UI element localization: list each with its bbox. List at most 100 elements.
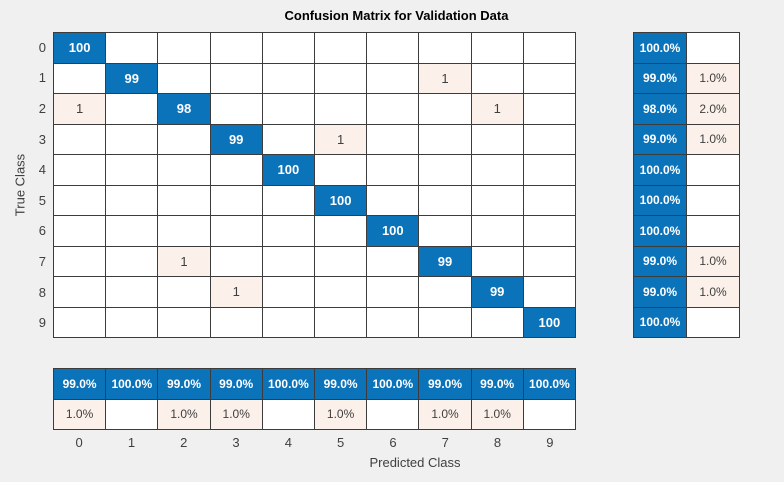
- confusion-matrix-grid: 100 99 1 1 98 1 99 1 100 100 100 1 99 1 99 100: [53, 32, 576, 338]
- matrix-cell-2-5: [315, 94, 367, 124]
- matrix-cell-9-9: 100: [523, 307, 575, 337]
- matrix-cell-7-9: [523, 246, 575, 276]
- y-tick-9: 9: [38, 315, 46, 331]
- matrix-cell-6-7: [419, 216, 471, 246]
- matrix-cell-0-9: [523, 33, 575, 63]
- matrix-cell-7-3: [210, 246, 262, 276]
- col-summary-correct-8: 99.0%: [471, 369, 523, 399]
- matrix-cell-4-8: [471, 155, 523, 185]
- matrix-cell-9-8: [471, 307, 523, 337]
- matrix-cell-4-9: [523, 155, 575, 185]
- matrix-cell-5-8: [471, 185, 523, 215]
- matrix-cell-4-3: [210, 155, 262, 185]
- matrix-cell-7-1: [106, 246, 158, 276]
- matrix-cell-7-6: [367, 246, 419, 276]
- matrix-cell-5-9: [523, 185, 575, 215]
- y-tick-4: 4: [38, 162, 46, 178]
- matrix-cell-1-9: [523, 63, 575, 93]
- matrix-cell-9-1: [106, 307, 158, 337]
- col-summary-incorrect-3: 1.0%: [210, 399, 262, 429]
- col-summary-correct-2: 99.0%: [158, 369, 210, 399]
- matrix-cell-3-2: [158, 124, 210, 154]
- matrix-cell-4-2: [158, 155, 210, 185]
- row-summary-incorrect-1: 1.0%: [687, 63, 739, 93]
- matrix-cell-5-7: [419, 185, 471, 215]
- x-axis-ticks: 0 1 2 3 4 5 6 7 8 9: [53, 433, 576, 451]
- matrix-cell-1-0: [54, 63, 106, 93]
- matrix-cell-2-9: [523, 94, 575, 124]
- matrix-cell-0-1: [106, 33, 158, 63]
- x-axis-label: Predicted Class: [369, 455, 461, 470]
- x-tick-4: 4: [284, 434, 292, 450]
- matrix-cell-1-5: [315, 63, 367, 93]
- row-summary-incorrect-0: [687, 33, 739, 63]
- matrix-cell-8-8: 99: [471, 277, 523, 307]
- x-tick-8: 8: [493, 434, 502, 450]
- x-tick-2: 2: [180, 434, 188, 450]
- matrix-cell-2-3: [210, 94, 262, 124]
- y-tick-1: 1: [38, 70, 46, 86]
- matrix-cell-1-2: [158, 63, 210, 93]
- matrix-cell-6-6: 100: [367, 216, 419, 246]
- matrix-cell-6-9: [523, 216, 575, 246]
- matrix-cell-1-1: 99: [106, 63, 158, 93]
- col-summary-correct-3: 99.0%: [210, 369, 262, 399]
- matrix-cell-6-2: [158, 216, 210, 246]
- y-tick-0: 0: [38, 39, 46, 55]
- col-summary-correct-7: 99.0%: [419, 369, 471, 399]
- matrix-cell-2-7: [419, 94, 471, 124]
- matrix-cell-3-5: 1: [315, 124, 367, 154]
- col-summary-incorrect-2: 1.0%: [158, 399, 210, 429]
- matrix-cell-9-4: [262, 307, 314, 337]
- matrix-cell-1-7: 1: [419, 63, 471, 93]
- row-summary-correct-4: 100.0%: [634, 155, 686, 185]
- matrix-cell-8-6: [367, 277, 419, 307]
- matrix-cell-5-3: [210, 185, 262, 215]
- matrix-cell-5-6: [367, 185, 419, 215]
- matrix-cell-0-0: 100: [54, 33, 106, 63]
- matrix-cell-5-2: [158, 185, 210, 215]
- matrix-cell-4-7: [419, 155, 471, 185]
- column-summary-grid: 99.0% 100.0% 99.0% 99.0% 100.0% 99.0% 100.0% 99…: [53, 368, 576, 430]
- matrix-cell-4-5: [315, 155, 367, 185]
- matrix-cell-0-8: [471, 33, 523, 63]
- row-summary-correct-3: 99.0%: [634, 124, 686, 154]
- matrix-cell-0-5: [315, 33, 367, 63]
- x-tick-1: 1: [127, 434, 136, 450]
- matrix-cell-9-3: [210, 307, 262, 337]
- matrix-cell-7-4: [262, 246, 314, 276]
- matrix-cell-8-1: [106, 277, 158, 307]
- col-summary-incorrect-5: 1.0%: [315, 399, 367, 429]
- row-summary-incorrect-2: 2.0%: [687, 94, 739, 124]
- y-tick-5: 5: [38, 192, 46, 208]
- matrix-cell-3-1: [106, 124, 158, 154]
- x-tick-0: 0: [75, 434, 83, 450]
- matrix-cell-8-7: [419, 277, 471, 307]
- matrix-cell-4-4: 100: [262, 155, 314, 185]
- row-summary-incorrect-6: [687, 216, 739, 246]
- y-tick-8: 8: [38, 284, 46, 300]
- matrix-cell-8-4: [262, 277, 314, 307]
- matrix-cell-7-5: [315, 246, 367, 276]
- row-summary-incorrect-4: [687, 155, 739, 185]
- col-summary-incorrect-0: 1.0%: [54, 399, 106, 429]
- row-summary-incorrect-8: 1.0%: [687, 277, 739, 307]
- matrix-cell-7-2: 1: [158, 246, 210, 276]
- matrix-cell-7-7: 99: [419, 246, 471, 276]
- matrix-cell-9-5: [315, 307, 367, 337]
- row-summary-incorrect-9: [687, 307, 739, 337]
- matrix-cell-9-7: [419, 307, 471, 337]
- row-summary-correct-7: 99.0%: [634, 246, 686, 276]
- matrix-cell-6-1: [106, 216, 158, 246]
- matrix-cell-8-3: 1: [210, 277, 262, 307]
- matrix-cell-0-2: [158, 33, 210, 63]
- matrix-cell-5-4: [262, 185, 314, 215]
- matrix-cell-3-8: [471, 124, 523, 154]
- matrix-cell-8-5: [315, 277, 367, 307]
- matrix-cell-0-4: [262, 33, 314, 63]
- y-tick-6: 6: [38, 223, 46, 239]
- matrix-cell-1-8: [471, 63, 523, 93]
- row-summary-correct-6: 100.0%: [634, 216, 686, 246]
- matrix-cell-3-4: [262, 124, 314, 154]
- matrix-cell-8-0: [54, 277, 106, 307]
